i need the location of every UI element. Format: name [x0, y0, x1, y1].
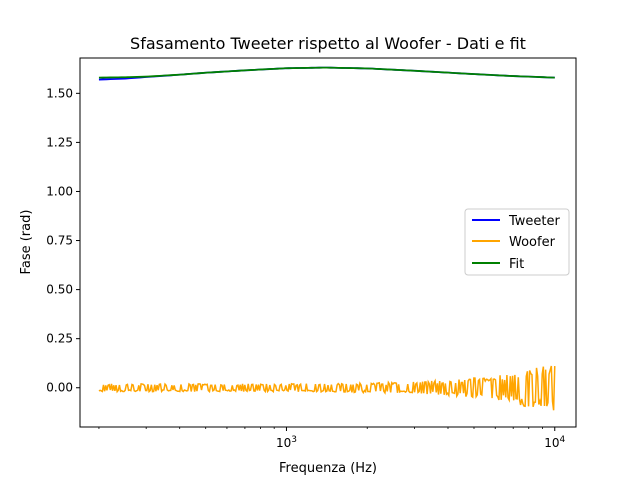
x-axis-label: Frequenza (Hz)	[279, 461, 377, 476]
legend-label-woofer: Woofer	[509, 235, 556, 250]
legend-label-tweeter: Tweeter	[508, 214, 561, 229]
series-line-fit	[98, 66, 555, 79]
y-axis-label: Fase (rad)	[19, 210, 34, 275]
y-tick-label: 0.75	[46, 234, 73, 248]
legend-label-fit: Fit	[509, 257, 524, 272]
y-tick-label: 0.50	[46, 283, 73, 297]
plot-frame	[79, 57, 577, 428]
series-line-woofer	[98, 365, 556, 411]
plot-area	[98, 66, 556, 411]
y-tick-label: 0.25	[46, 332, 73, 346]
chart-title: Sfasamento Tweeter rispetto al Woofer - …	[130, 34, 526, 53]
x-tick-label: 103	[276, 435, 297, 450]
x-axis: 103 104	[98, 427, 566, 450]
y-tick-label: 1.50	[46, 86, 73, 100]
series-line-tweeter	[98, 66, 555, 81]
legend-box	[464, 208, 570, 276]
y-axis: 0.00 0.25 0.50 0.75 1.00 1.25 1.50	[46, 86, 80, 395]
legend: Tweeter Woofer Fit	[464, 208, 570, 276]
y-tick-label: 1.25	[46, 135, 73, 149]
y-tick-label: 0.00	[46, 381, 73, 395]
x-tick-label: 104	[544, 435, 565, 450]
y-tick-label: 1.00	[46, 184, 73, 198]
